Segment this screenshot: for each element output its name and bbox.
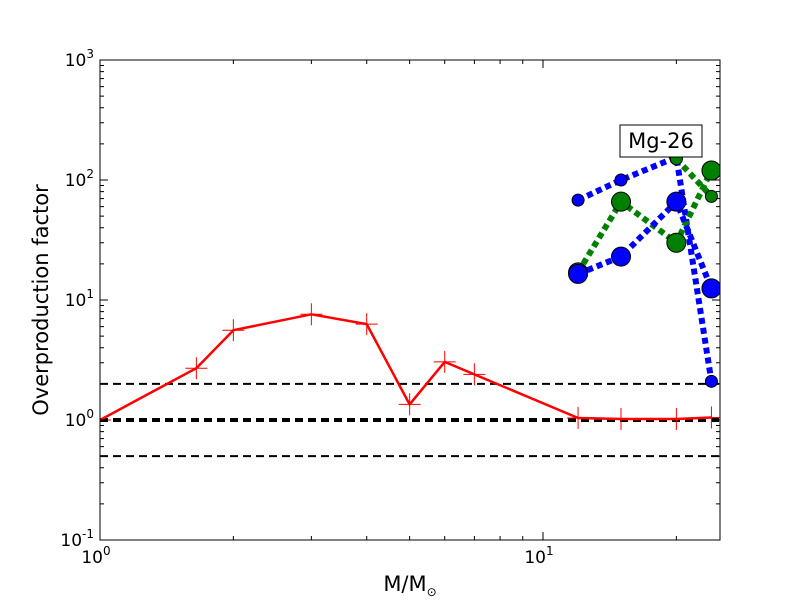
x-tick-label-exp: 0 bbox=[103, 544, 111, 558]
x-tick-label-1: 101 bbox=[524, 544, 553, 568]
series-0-point bbox=[398, 393, 421, 416]
series-1-point bbox=[614, 173, 628, 187]
series-0-point bbox=[463, 363, 486, 386]
y-tick-label-base: 10 bbox=[65, 171, 87, 191]
series-1-point bbox=[704, 374, 718, 388]
series-1-line bbox=[576, 154, 715, 382]
y-tick-label-exp: 1 bbox=[86, 287, 94, 301]
x-tick-label-base: 10 bbox=[81, 548, 103, 568]
y-tick-label-0: 10-1 bbox=[60, 527, 94, 551]
y-tick-label-exp: 2 bbox=[86, 167, 94, 181]
series-1-point bbox=[571, 193, 585, 207]
series-0-point bbox=[433, 350, 456, 373]
y-tick-label-exp: 0 bbox=[86, 407, 94, 421]
series-0-point bbox=[185, 357, 208, 380]
y-tick-label-base: 10 bbox=[60, 531, 82, 551]
x-tick-label-base: 10 bbox=[524, 548, 546, 568]
series-4-point bbox=[704, 189, 718, 203]
y-tick-label-base: 10 bbox=[65, 411, 87, 431]
series-0-point bbox=[665, 407, 688, 430]
series-3-point bbox=[666, 191, 687, 212]
mg26-annotation: Mg-26 bbox=[619, 124, 703, 158]
y-tick-label-2: 101 bbox=[65, 287, 94, 311]
x-axis-title: M/M⊙ bbox=[383, 572, 436, 599]
series-2-point bbox=[701, 160, 720, 181]
series-0-point bbox=[567, 406, 590, 429]
axis-ticks bbox=[99, 59, 720, 541]
series-0-point bbox=[222, 319, 245, 342]
series-lines bbox=[100, 154, 715, 422]
series-2-line bbox=[575, 169, 715, 274]
series-2-point bbox=[666, 232, 687, 253]
series-0-point bbox=[355, 313, 378, 336]
y-tick-label-base: 10 bbox=[65, 291, 87, 311]
y-tick-label-exp: -1 bbox=[82, 527, 94, 541]
annotation-label: Mg-26 bbox=[628, 129, 694, 153]
series-3-line bbox=[576, 198, 715, 290]
series-3-point bbox=[568, 263, 589, 284]
x-tick-label-0: 100 bbox=[81, 544, 110, 568]
y-tick-label-3: 102 bbox=[65, 167, 94, 191]
x-tick-label-exp: 1 bbox=[546, 544, 554, 558]
y-tick-label-1: 100 bbox=[65, 407, 94, 431]
series-3-point bbox=[701, 278, 720, 299]
series-3-point bbox=[611, 246, 632, 267]
annotation-box bbox=[619, 124, 703, 158]
y-tick-label-exp: 3 bbox=[86, 47, 94, 61]
y-tick-label-base: 10 bbox=[65, 51, 87, 71]
plot-area-background bbox=[100, 60, 720, 540]
series-0-point bbox=[700, 406, 720, 429]
y-axis-title: Overproduction factor bbox=[29, 184, 53, 416]
series-0-point bbox=[300, 303, 323, 326]
y-tick-label-4: 103 bbox=[65, 47, 94, 71]
series-4-line bbox=[674, 156, 714, 199]
series-2-point bbox=[611, 191, 632, 212]
series-0-point bbox=[610, 407, 633, 430]
